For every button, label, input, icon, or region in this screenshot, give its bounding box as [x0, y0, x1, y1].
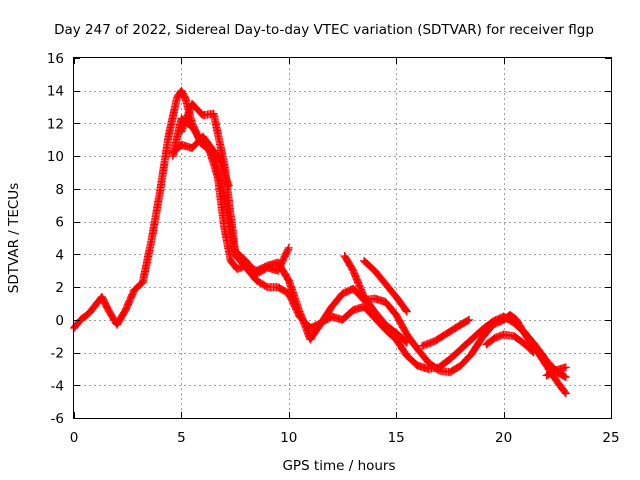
x-axis-label: GPS time / hours [282, 458, 395, 474]
x-tick-label: 10 [280, 430, 297, 446]
y-tick-label: 16 [47, 51, 64, 67]
x-tick-label: 5 [177, 430, 186, 446]
grid-layer [74, 58, 611, 418]
y-tick-label: 8 [55, 182, 64, 198]
y-tick-label: 2 [55, 280, 64, 296]
tick-layer: 0 5 10 15 20 25 -6 -4 -2 0 2 4 6 8 10 12 14 16 [47, 51, 620, 446]
x-tick-label: 20 [495, 430, 512, 446]
x-tick-label: 25 [602, 430, 619, 446]
series-track-6 [360, 256, 411, 316]
plus-markers [542, 363, 570, 380]
y-tick-label: -2 [51, 346, 64, 362]
plus-markers [70, 86, 570, 398]
y-tick-label: 4 [55, 247, 64, 263]
x-tick-label: 15 [388, 430, 405, 446]
plus-markers [482, 330, 538, 357]
series-track-4 [168, 132, 233, 190]
plus-markers [168, 132, 233, 190]
series-track-5 [340, 252, 411, 347]
series-track-9 [542, 363, 570, 380]
y-tick-label: -6 [51, 411, 64, 427]
y-axis-label: SDTVAR / TECUs [6, 183, 22, 293]
y-tick-label: 0 [55, 313, 64, 329]
y-tick-label: -4 [51, 378, 64, 394]
data-layer [70, 86, 570, 398]
chart-title: Day 247 of 2022, Sidereal Day-to-day VTE… [54, 22, 594, 38]
series-track-7 [418, 315, 474, 350]
x-tick-label: 0 [70, 430, 79, 446]
plot-frame [73, 57, 612, 419]
y-tick-label: 10 [47, 149, 64, 165]
y-tick-label: 12 [47, 116, 64, 132]
plus-markers [418, 315, 474, 350]
series-track-8 [482, 330, 538, 357]
y-tick-label: 14 [47, 84, 64, 100]
plus-markers [340, 252, 411, 347]
plus-markers [360, 256, 411, 316]
series-track-1 [70, 86, 570, 398]
y-tick-label: 6 [55, 215, 64, 231]
